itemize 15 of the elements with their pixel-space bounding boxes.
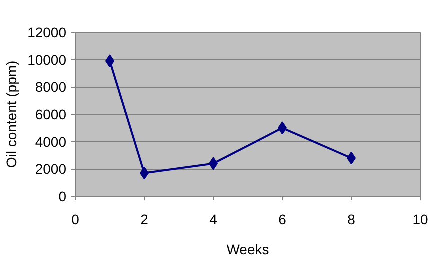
x-tick-label: 2: [140, 212, 149, 228]
y-tick-label: 6000: [35, 106, 67, 122]
x-tick-label: 10: [412, 212, 428, 228]
y-tick-label: 8000: [35, 79, 67, 96]
y-axis-title: Oil content (ppm): [4, 60, 20, 168]
x-tick-label: 8: [348, 212, 356, 228]
y-tick-label: 0: [58, 188, 67, 204]
y-tick-label: 12000: [28, 24, 67, 40]
x-axis-title: Weeks: [226, 242, 270, 258]
y-tick-label: 10000: [28, 52, 67, 68]
x-tick-label: 6: [278, 212, 287, 228]
y-tick-label: 2000: [35, 161, 67, 178]
x-tick-label: 4: [210, 212, 218, 228]
x-tick-label: 0: [72, 212, 80, 228]
y-tick-label: 4000: [35, 134, 67, 150]
